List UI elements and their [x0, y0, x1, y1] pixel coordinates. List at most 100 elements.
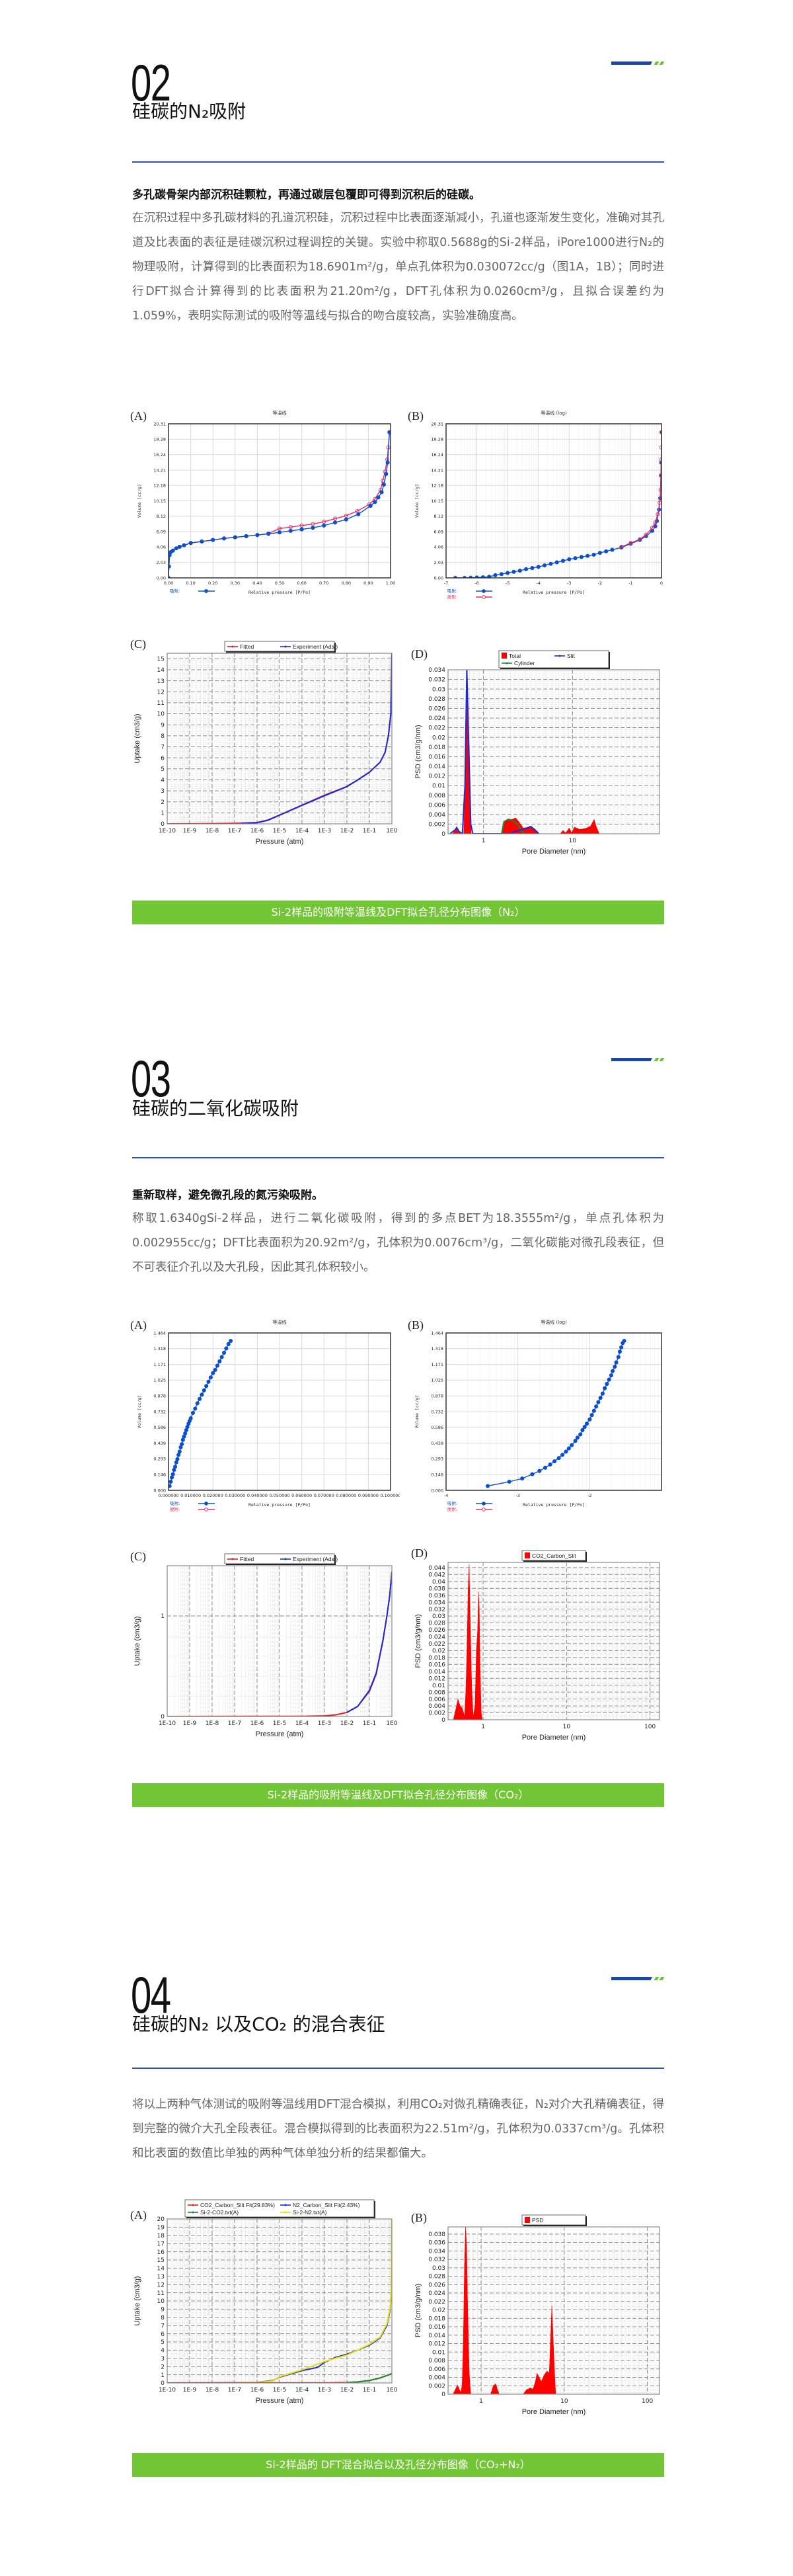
- y-tick-label: 0.02: [432, 1648, 445, 1655]
- y-tick-label: 0.006: [428, 802, 445, 809]
- x-tick-label: 1: [479, 2398, 483, 2405]
- y-tick-label: 0.034: [428, 2248, 445, 2255]
- section-decoration: [611, 1058, 665, 1062]
- mixed-fit-chart: 1E-10 1E-9 1E-8 1E-7 1E-6 1E-5 1E-4 1E-3 1E-2 1E-…: [133, 2199, 398, 2405]
- y-tick-label: 2.03: [434, 560, 443, 565]
- x-tick-label: 0.60: [297, 581, 306, 586]
- y-tick-label: 0.028: [428, 2274, 445, 2280]
- x-tick-label: 1E-3: [318, 1720, 331, 1727]
- x-tick-label: 0.040000: [247, 1493, 268, 1498]
- plot-area: [448, 1562, 660, 1720]
- data-point: [344, 517, 348, 522]
- x-tick-label: -2: [587, 1493, 591, 1498]
- x-tick-label: 0.050000: [269, 1493, 289, 1498]
- isotherm-log-chart: -4 -3 -2 0.000 0.146 0.293 0.439 0.586 0.732 0.87…: [414, 1319, 662, 1512]
- dft-fit-chart: 1E-10 1E-9 1E-8 1E-7 1E-6 1E-5 1E-4 1E-3 1E-2 1E-…: [133, 641, 398, 846]
- data-point: [536, 565, 541, 569]
- x-tick-label: 1E-9: [183, 828, 197, 834]
- chart-title: 等温线 (log): [541, 410, 567, 416]
- y-tick-label: 1: [161, 1613, 165, 1620]
- legend-label: Cylinder: [514, 660, 535, 666]
- y-tick-label: 14.21: [153, 467, 166, 473]
- data-point: [387, 430, 391, 434]
- y-tick-label: 1.318: [431, 1346, 443, 1351]
- y-tick-label: 1.025: [431, 1378, 443, 1383]
- x-tick-label: 1E-1: [363, 828, 376, 834]
- chart-title: 等温线 (log): [541, 1319, 567, 1325]
- y-tick-label: 0.044: [428, 1565, 445, 1572]
- data-point: [644, 532, 648, 537]
- section-title: 硅碳的二氧化碳吸附: [132, 1098, 299, 1119]
- y-tick-label: 11: [157, 2290, 165, 2297]
- x-tick-label: 0.060000: [291, 1493, 312, 1498]
- legend-label: CO2_Carbon_Slit Fit(29.83%): [200, 2202, 275, 2208]
- y-tick-label: 0.022: [428, 725, 445, 732]
- y-tick-label: 0.439: [431, 1441, 443, 1446]
- data-point: [177, 544, 182, 549]
- series-group: [449, 670, 600, 834]
- x-tick-label: 1E-6: [250, 828, 264, 834]
- legend-marker: [284, 1558, 287, 1560]
- x-axis-label: Pore Diameter (nm): [522, 848, 586, 856]
- data-point: [607, 1377, 611, 1382]
- y-axis-label: Volume [cc/g]: [414, 1395, 420, 1429]
- figure-panel-a: 1E-10 1E-9 1E-8 1E-7 1E-6 1E-5 1E-4 1E-3 1E-2 1E-…: [129, 2194, 400, 2412]
- data-point: [384, 471, 389, 476]
- figure-caption: Si-2样品的 DFT混合拟合以及孔径分布图像（CO₂+N₂）: [132, 2453, 664, 2477]
- y-tick-label: 16.24: [153, 452, 166, 458]
- y-tick-label: 4: [161, 2348, 165, 2355]
- data-point: [573, 1439, 578, 1443]
- y-tick-label: 1.464: [153, 1330, 166, 1336]
- legend-label: 吸附:: [170, 588, 180, 594]
- x-tick-label: 1E0: [386, 2387, 397, 2394]
- series-group: [167, 653, 392, 824]
- series-group: [453, 2227, 556, 2394]
- x-tick-label: 1E-4: [295, 828, 309, 834]
- data-point: [609, 1373, 613, 1378]
- y-tick-label: 0.00: [434, 575, 443, 581]
- legend-marker: [284, 645, 287, 648]
- y-tick-label: 0.036: [428, 1593, 445, 1599]
- y-axis-label: Uptake (cm3/g): [133, 1616, 141, 1666]
- y-tick-label: 6: [161, 2331, 165, 2338]
- data-point: [520, 1476, 525, 1481]
- data-point: [211, 1371, 215, 1375]
- y-tick-label: 0.04: [432, 1579, 445, 1586]
- panel-label: (B): [408, 1318, 424, 1332]
- x-tick-label: 1.00: [386, 581, 395, 586]
- y-tick-label: 0.032: [428, 1607, 445, 1613]
- data-point: [229, 1338, 233, 1344]
- y-tick-label: 4.06: [434, 545, 443, 550]
- legend-swatch: [525, 1552, 530, 1558]
- chart-title: 等温线: [273, 410, 287, 416]
- y-tick-label: 16: [157, 2249, 165, 2256]
- isotherm-chart: 0.000000 0.010000 0.020000 0.030000 0.040000…: [137, 1319, 400, 1512]
- data-point: [197, 1396, 202, 1401]
- y-tick-label: 14: [157, 2266, 165, 2273]
- data-point: [597, 551, 602, 555]
- data-point: [206, 1379, 211, 1384]
- data-point: [638, 537, 642, 542]
- section-number: 04: [131, 1966, 171, 2024]
- data-point: [311, 526, 315, 530]
- section-body: 将以上两种气体测试的吸附等温线用DFT混合模拟，利用CO₂对微孔精确表征，N₂对…: [132, 2098, 664, 2160]
- data-point: [616, 1355, 621, 1359]
- y-tick-label: 15: [157, 656, 165, 663]
- y-tick-label: 19: [157, 2225, 165, 2232]
- plot-frame: [447, 669, 660, 834]
- data-point: [589, 1413, 594, 1418]
- y-tick-label: 4: [161, 778, 165, 784]
- data-point: [332, 520, 338, 525]
- x-tick-label: 1E-2: [340, 1720, 354, 1727]
- data-point: [499, 572, 504, 577]
- series-line: [241, 653, 392, 824]
- x-tick-label: 0.090000: [358, 1493, 379, 1498]
- data-point: [255, 533, 260, 538]
- x-tick-label: 1E-4: [295, 1720, 309, 1727]
- legend-label: Fitted: [240, 1556, 254, 1562]
- y-tick-label: 12: [157, 2282, 165, 2288]
- data-point: [582, 1425, 587, 1429]
- panel-label: (C): [130, 1550, 146, 1563]
- y-tick-label: 2.03: [157, 560, 166, 565]
- data-point: [288, 525, 293, 530]
